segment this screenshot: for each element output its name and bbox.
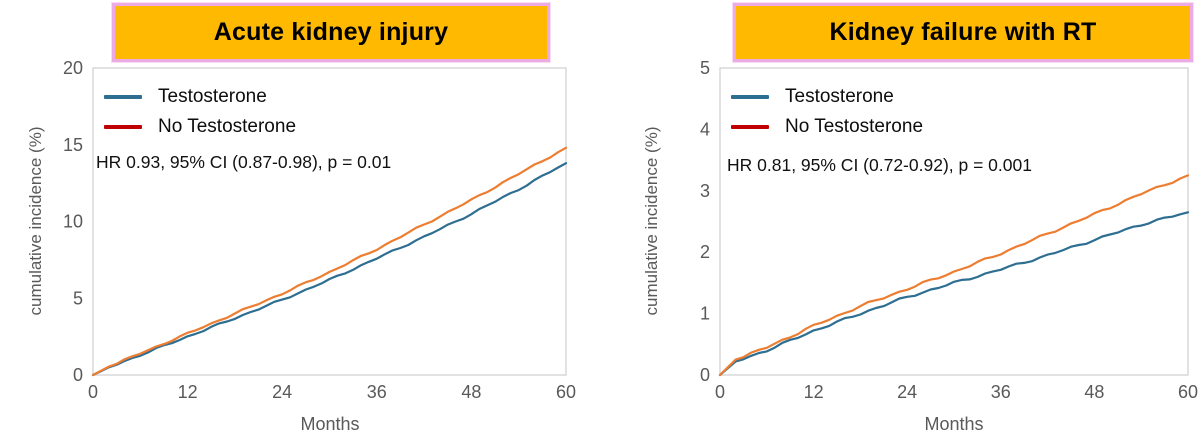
- x-axis-label: Months: [924, 414, 984, 434]
- series-line-no-testosterone: [718, 174, 1190, 377]
- series-line-no-testosterone: [91, 146, 568, 377]
- series-line-testosterone: [91, 162, 568, 377]
- x-tick-label: 24: [272, 382, 292, 402]
- x-tick-label: 36: [367, 382, 387, 402]
- legend-item-no-testosterone: No Testosterone: [731, 116, 923, 138]
- y-tick-label: 5: [73, 288, 83, 308]
- y-axis-label: cumulative incidence (%): [26, 126, 45, 316]
- legend-item-no-testosterone: No Testosterone: [104, 116, 296, 138]
- y-tick-label: 2: [700, 242, 710, 262]
- no-testosterone-line-swatch: [104, 125, 142, 129]
- y-tick-label: 3: [700, 181, 710, 201]
- chart-title: Acute kidney injury: [213, 18, 449, 46]
- x-tick-label: 48: [1084, 382, 1104, 402]
- legend-label: Testosterone: [785, 86, 894, 107]
- x-axis-label: Months: [300, 414, 360, 434]
- testosterone-line-swatch: [104, 95, 142, 99]
- x-tick-label: 60: [1178, 382, 1198, 402]
- plot-border: [719, 67, 1189, 376]
- panel-kidney-failure-rt: 0 12 24 36 48 60 0 1 2 3 4 5 Kidney failure with RT…: [600, 0, 1200, 441]
- y-tick-label: 20: [63, 58, 83, 78]
- hazard-ratio-annotation: HR 0.81, 95% CI (0.72-0.92), p = 0.001: [727, 155, 1032, 175]
- y-tick-label: 0: [700, 365, 710, 385]
- y-tick-label: 10: [63, 212, 83, 232]
- y-axis-label: cumulative incidence (%): [642, 126, 661, 316]
- x-tick-label: 0: [715, 382, 725, 402]
- legend-item-testosterone: Testosterone: [731, 86, 923, 108]
- panel-acute-kidney-injury: 0 12 24 36 48 60 0 5 10 15 20 Acute kidney injury …: [26, 3, 576, 434]
- legend: Testosterone No Testosterone: [104, 86, 296, 138]
- no-testosterone-line-swatch: [731, 125, 769, 129]
- y-tick-label: 4: [700, 119, 710, 139]
- y-tick-label: 15: [63, 135, 83, 155]
- x-tick-label: 48: [461, 382, 481, 402]
- x-tick-label: 12: [178, 382, 198, 402]
- x-tick-label: 24: [897, 382, 917, 402]
- plot-border: [92, 67, 567, 376]
- y-tick-label: 5: [700, 58, 710, 78]
- series-line-testosterone: [718, 211, 1190, 377]
- chart-title: Kidney failure with RT: [829, 18, 1097, 46]
- legend-label: Testosterone: [158, 86, 267, 107]
- chart-plot-area: 0 12 24 36 48 60 0 5 10 15 20: [63, 58, 576, 402]
- legend-item-testosterone: Testosterone: [104, 86, 296, 108]
- legend: Testosterone No Testosterone: [731, 86, 923, 138]
- testosterone-line-swatch: [731, 95, 769, 99]
- x-tick-label: 12: [804, 382, 824, 402]
- chart-title-banner: Kidney failure with RT: [733, 3, 1193, 62]
- legend-label: No Testosterone: [158, 116, 297, 137]
- y-tick-label: 1: [700, 304, 710, 324]
- x-tick-label: 60: [556, 382, 576, 402]
- x-tick-label: 36: [991, 382, 1011, 402]
- legend-label: No Testosterone: [785, 116, 924, 137]
- hazard-ratio-annotation: HR 0.93, 95% CI (0.87-0.98), p = 0.01: [96, 152, 392, 172]
- y-tick-label: 0: [73, 365, 83, 385]
- chart-title-banner: Acute kidney injury: [112, 3, 550, 62]
- x-tick-label: 0: [88, 382, 98, 402]
